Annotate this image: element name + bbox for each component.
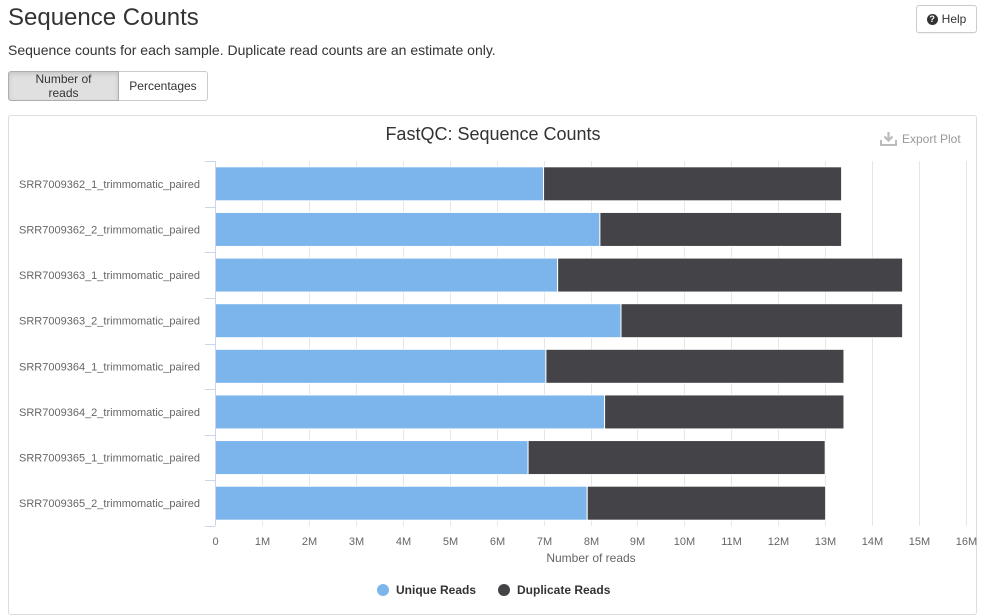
export-plot-label: Export Plot [902, 131, 961, 146]
chart-title: FastQC: Sequence Counts [385, 124, 600, 144]
duplicate-reads-bar[interactable] [557, 257, 904, 293]
legend: Unique Reads Duplicate Reads [377, 583, 611, 597]
x-tick-label: 9M [630, 536, 645, 548]
unique-reads-bar[interactable] [214, 166, 545, 202]
y-category-label: SRR7009364_1_trimmomatic_paired [19, 361, 200, 373]
x-tick-label: 4M [396, 536, 411, 548]
number-of-reads-button[interactable]: Number of reads [8, 71, 119, 101]
help-label: Help [941, 12, 967, 26]
export-plot-button[interactable]: Export Plot [880, 131, 961, 146]
bars-layer [214, 166, 904, 521]
unique-reads-bar[interactable] [214, 303, 622, 339]
duplicate-reads-bar[interactable] [545, 348, 845, 384]
x-tick-label: 8M [584, 536, 599, 548]
unique-reads-bar[interactable] [214, 394, 606, 430]
y-category-label: SRR7009362_2_trimmomatic_paired [19, 224, 200, 236]
x-tick-label: 11M [721, 536, 742, 548]
x-tick-label: 13M [815, 536, 836, 548]
y-category-label: SRR7009362_1_trimmomatic_paired [19, 179, 200, 191]
help-button[interactable]: ? Help [916, 5, 977, 33]
download-icon [880, 132, 897, 146]
y-category-label: SRR7009365_1_trimmomatic_paired [19, 453, 200, 465]
x-tick-label: 1M [255, 536, 270, 548]
duplicate-reads-bar[interactable] [543, 166, 843, 202]
sequence-counts-chart: FastQC: Sequence Counts 0 1M 2M 3M 4M 5M 6M 7M 8… [19, 124, 977, 597]
x-tick-label: 7M [537, 536, 552, 548]
unique-reads-bar[interactable] [214, 211, 601, 247]
x-tick-label: 16M [956, 536, 977, 548]
y-category-label: SRR7009365_2_trimmomatic_paired [19, 498, 200, 510]
question-circle-icon: ? [926, 13, 938, 25]
axis-layer: 0 1M 2M 3M 4M 5M 6M 7M 8M 9M 10M 11M 12M 13M 14M 15M 16M… [19, 161, 977, 548]
x-tick-label: 5M [443, 536, 458, 548]
unique-reads-bar[interactable] [214, 440, 529, 476]
y-category-label: SRR7009364_2_trimmomatic_paired [19, 407, 200, 419]
duplicate-reads-bar[interactable] [599, 211, 843, 247]
x-tick-label: 10M [674, 536, 695, 548]
legend-label: Duplicate Reads [517, 583, 611, 597]
x-tick-label: 0 [212, 536, 218, 548]
x-tick-label: 3M [349, 536, 364, 548]
x-tick-label: 12M [768, 536, 789, 548]
y-category-label: SRR7009363_2_trimmomatic_paired [19, 316, 200, 328]
duplicate-reads-bar[interactable] [527, 440, 826, 476]
x-tick-label: 2M [302, 536, 317, 548]
unique-reads-bar[interactable] [214, 348, 547, 384]
legend-marker [498, 584, 510, 596]
legend-item-duplicate-reads[interactable]: Duplicate Reads [498, 583, 611, 597]
y-category-label: SRR7009363_1_trimmomatic_paired [19, 270, 200, 282]
duplicate-reads-bar[interactable] [586, 485, 827, 521]
legend-label: Unique Reads [396, 583, 476, 597]
x-tick-label: 15M [909, 536, 930, 548]
legend-item-unique-reads[interactable]: Unique Reads [377, 583, 476, 597]
x-tick-label: 14M [862, 536, 883, 548]
duplicate-reads-bar[interactable] [604, 394, 845, 430]
percentages-button[interactable]: Percentages [119, 71, 208, 101]
x-axis-title: Number of reads [546, 551, 635, 565]
legend-marker [377, 584, 389, 596]
duplicate-reads-bar[interactable] [620, 303, 904, 339]
x-tick-label: 6M [490, 536, 505, 548]
plot-mode-toggle: Number of reads Percentages [8, 71, 208, 101]
section-subtitle: Sequence counts for each sample. Duplica… [8, 42, 496, 58]
unique-reads-bar[interactable] [214, 257, 559, 293]
page-title: Sequence Counts [8, 4, 199, 31]
unique-reads-bar[interactable] [214, 485, 588, 521]
